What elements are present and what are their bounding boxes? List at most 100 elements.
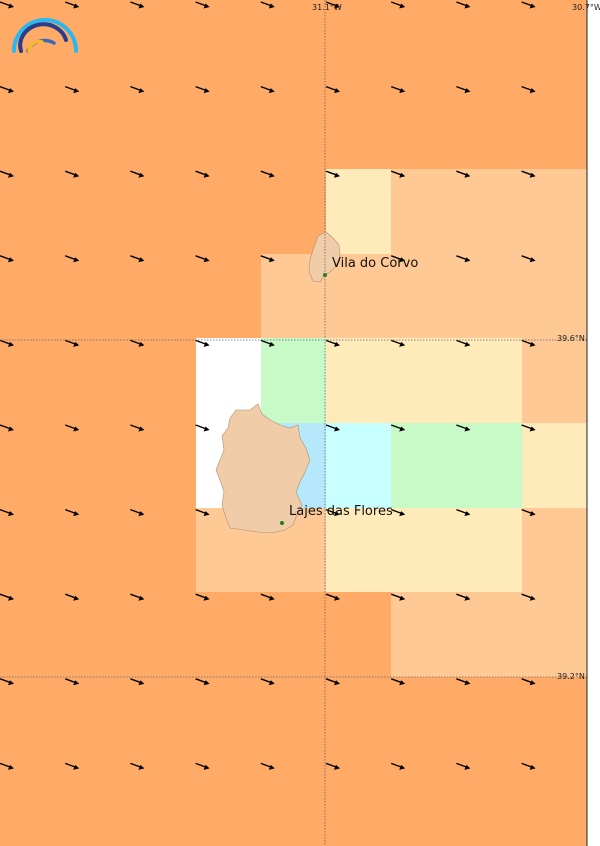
- wind-arrow: [0, 255, 14, 263]
- wind-arrow: [325, 170, 340, 178]
- lat-label-39-2n: 39.2°N: [557, 672, 585, 681]
- grid-cell: [391, 85, 456, 169]
- grid-cell: [130, 423, 196, 508]
- grid-cell: [522, 423, 587, 508]
- grid-cell: [196, 85, 261, 169]
- wind-arrow: [456, 508, 471, 517]
- grid-cell: [391, 677, 456, 761]
- wind-arrow: [64, 85, 80, 94]
- flores-island: [215, 403, 311, 534]
- wind-arrow: [130, 339, 145, 347]
- wind-arrow: [390, 508, 406, 517]
- wind-arrow: [260, 762, 275, 770]
- wind-arrow: [64, 1, 80, 9]
- forecast-grid: [0, 0, 587, 846]
- grid-cell: [130, 508, 196, 592]
- grid-cell: [391, 508, 456, 592]
- grid-cell: [130, 677, 196, 761]
- wind-arrow: [260, 593, 275, 601]
- grid-cell: [522, 254, 587, 338]
- wind-arrow: [325, 593, 340, 601]
- wind-arrow: [0, 424, 14, 432]
- grid-cell: [0, 85, 65, 169]
- grid-cell: [456, 677, 522, 761]
- grid-cell: [522, 592, 587, 677]
- wind-arrow: [64, 593, 80, 601]
- wind-arrow: [195, 424, 210, 432]
- wind-arrow: [456, 255, 471, 263]
- wind-arrow: [64, 424, 80, 432]
- grid-cell: [130, 592, 196, 677]
- lon-label-31-1w: 31.1°W: [312, 3, 342, 12]
- grid-cell: [65, 761, 130, 846]
- wind-arrow: [0, 508, 14, 517]
- wind-arrow: [195, 85, 210, 94]
- grid-cell: [0, 423, 65, 508]
- grid-cell: [65, 677, 130, 761]
- wind-arrow: [521, 508, 536, 517]
- wind-arrow: [456, 339, 471, 347]
- wind-arrow: [195, 339, 210, 347]
- wind-arrow: [0, 762, 14, 770]
- grid-cell: [456, 423, 522, 508]
- grid-cell: [456, 0, 522, 85]
- wind-arrow: [64, 170, 80, 178]
- grid-cell: [456, 85, 522, 169]
- grid-cell: [391, 761, 456, 846]
- grid-cell: [196, 677, 261, 761]
- grid-cell: [261, 0, 326, 85]
- grid-cell: [196, 592, 261, 677]
- wind-arrow: [260, 85, 275, 94]
- wind-arrow: [64, 762, 80, 770]
- grid-cell: [391, 423, 456, 508]
- wind-arrow: [130, 170, 145, 178]
- grid-cell: [391, 254, 456, 338]
- grid-cell: [261, 338, 326, 423]
- grid-cell: [196, 254, 261, 338]
- wind-arrow: [521, 1, 536, 9]
- grid-cell: [391, 169, 456, 254]
- grid-cell: [522, 677, 587, 761]
- wind-arrow: [521, 762, 536, 770]
- wind-arrow: [325, 508, 340, 517]
- wind-arrow: [456, 678, 471, 686]
- wind-arrow: [521, 339, 536, 347]
- wind-arrow: [260, 678, 275, 686]
- wind-arrow: [456, 170, 471, 178]
- grid-cell: [65, 423, 130, 508]
- graticule: [0, 0, 587, 846]
- grid-cell: [65, 85, 130, 169]
- wind-arrow: [130, 508, 145, 517]
- lat-label-39-6n: 39.6°N: [557, 334, 585, 343]
- wind-arrow: [390, 593, 406, 601]
- place-label-lajes-das-flores[interactable]: Lajes das Flores: [289, 504, 393, 519]
- grid-cell: [456, 254, 522, 338]
- grid-cell: [326, 338, 391, 423]
- grid-cell: [0, 677, 65, 761]
- vila-do-corvo-marker[interactable]: [323, 273, 327, 277]
- wind-arrow: [390, 678, 406, 686]
- wind-arrow: [195, 170, 210, 178]
- wind-arrow: [195, 508, 210, 517]
- grid-cell: [65, 254, 130, 338]
- wind-arrow: [390, 762, 406, 770]
- grid-cell: [326, 592, 391, 677]
- wind-arrow: [456, 85, 471, 94]
- wind-arrow: [0, 1, 14, 9]
- wind-arrow: [325, 339, 340, 347]
- grid-cell: [0, 508, 65, 592]
- grid-cell: [522, 338, 587, 423]
- lajes-das-flores-marker[interactable]: [280, 521, 284, 525]
- place-label-vila-do-corvo[interactable]: Vila do Corvo: [332, 256, 419, 271]
- wind-arrow: [456, 1, 471, 9]
- wind-arrow: [195, 762, 210, 770]
- wind-arrow: [390, 339, 406, 347]
- wind-arrow: [456, 762, 471, 770]
- wind-arrow: [130, 424, 145, 432]
- grid-cell: [456, 592, 522, 677]
- grid-cell: [196, 169, 261, 254]
- wind-arrow: [130, 762, 145, 770]
- wind-arrow: [64, 508, 80, 517]
